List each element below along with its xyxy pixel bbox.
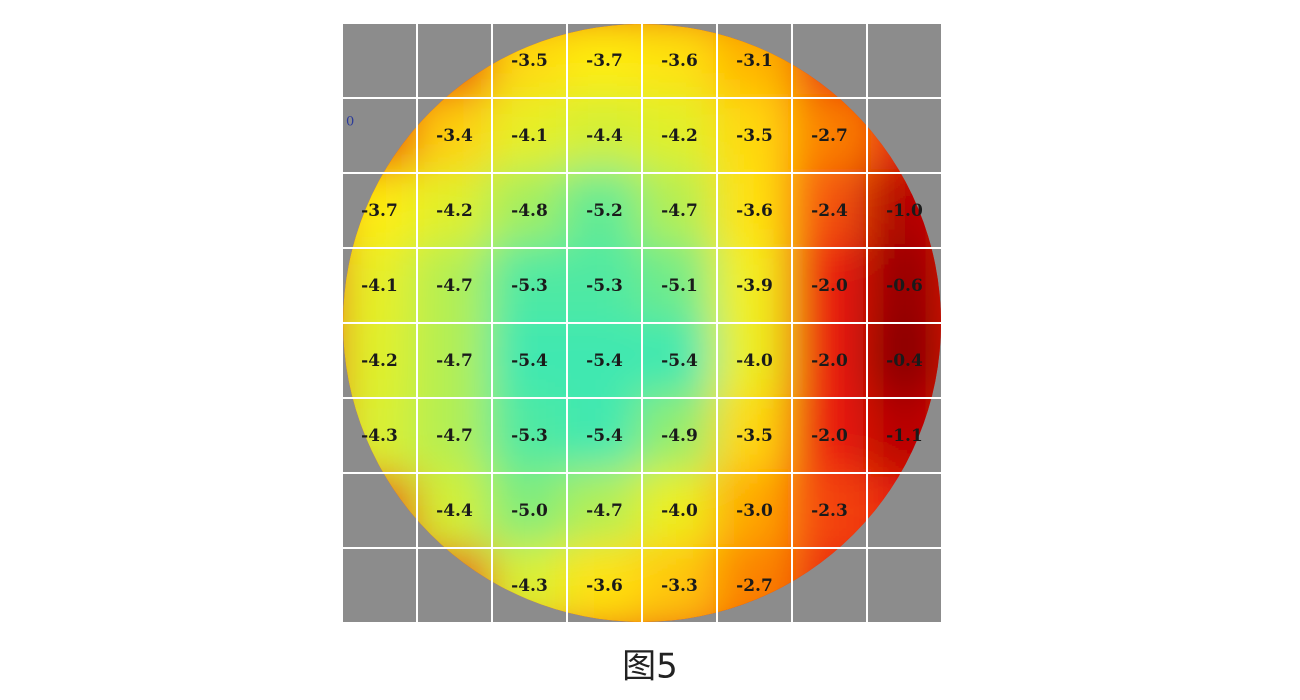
cell-label: -4.4: [586, 126, 623, 146]
cell-label: -5.1: [661, 276, 698, 296]
cell: [863, 319, 941, 402]
cell-label: -0.4: [886, 351, 923, 371]
cell: [638, 319, 721, 402]
cell-label: -3.9: [736, 276, 773, 296]
cell: [563, 24, 646, 102]
cell: [713, 244, 796, 327]
cell-label: -2.0: [811, 276, 848, 296]
cell: [488, 94, 571, 177]
cell: [488, 469, 571, 552]
cell: [413, 319, 496, 402]
cell-label: -3.7: [586, 51, 623, 71]
cell-label: -5.0: [511, 501, 548, 521]
cell-label: -1.0: [886, 201, 923, 221]
cell-label: -4.1: [361, 276, 398, 296]
cell: [413, 244, 496, 327]
cell: [488, 244, 571, 327]
cell-label: -3.5: [511, 51, 548, 71]
cell: [413, 394, 496, 477]
cell: [413, 169, 496, 252]
cell-label: -2.0: [811, 351, 848, 371]
cell-label: -4.7: [436, 351, 473, 371]
cell: [563, 94, 646, 177]
cell: [638, 169, 721, 252]
cell: [638, 94, 721, 177]
cell-label: -4.7: [661, 201, 698, 221]
cell: [488, 319, 571, 402]
label-layer: -3.5 -3.7 -3.6 -3.1 -3.4 -4.1 -4.4 -4.2 -3.5 -2.7…: [361, 51, 923, 596]
cell-label: -4.9: [661, 426, 698, 446]
cell-label: -3.5: [736, 126, 773, 146]
cell: [638, 24, 721, 102]
cell: [563, 169, 646, 252]
cell-label: -4.7: [586, 501, 623, 521]
cell: [713, 94, 796, 177]
cell-label: -2.0: [811, 426, 848, 446]
cell: [713, 169, 796, 252]
cell-label: -5.4: [661, 351, 698, 371]
cell-label: -4.1: [511, 126, 548, 146]
cell-label: -3.7: [361, 201, 398, 221]
cell-label: -5.4: [586, 426, 623, 446]
cell-label: -5.4: [586, 351, 623, 371]
cell-label: -4.2: [361, 351, 398, 371]
cell: [343, 319, 421, 402]
cell: [713, 469, 796, 552]
cell-label: -5.2: [586, 201, 623, 221]
cell-label: -1.1: [886, 426, 923, 446]
cell: [788, 244, 871, 327]
cell-label: -4.3: [511, 576, 548, 596]
cell-label: -2.3: [811, 501, 848, 521]
cell: [563, 394, 646, 477]
cell: [638, 469, 721, 552]
annotation: 0: [346, 115, 354, 130]
cell-label: -3.6: [586, 576, 623, 596]
grid-layer: [341, 22, 943, 624]
cell-label: -4.2: [436, 201, 473, 221]
cell-label: -4.4: [436, 501, 473, 521]
cell-label: -0.6: [886, 276, 923, 296]
cell-label: -2.7: [736, 576, 773, 596]
cell: [788, 319, 871, 402]
cell: [788, 394, 871, 477]
cell: [713, 394, 796, 477]
cell-label: -3.1: [736, 51, 773, 71]
cell-label: -4.7: [436, 276, 473, 296]
cell-label: -3.0: [736, 501, 773, 521]
cell-label: -5.3: [586, 276, 623, 296]
cell-label: -4.2: [661, 126, 698, 146]
cell: [563, 244, 646, 327]
cell: [488, 169, 571, 252]
cell-label: -3.3: [661, 576, 698, 596]
cell-label: -4.0: [736, 351, 773, 371]
cell: [343, 244, 421, 327]
cell: [563, 469, 646, 552]
cell: [788, 169, 871, 252]
cell-label: -5.3: [511, 276, 548, 296]
cell: [563, 319, 646, 402]
cell-label: -3.6: [661, 51, 698, 71]
chart-title: 图5: [622, 647, 678, 687]
cell: [863, 244, 941, 327]
cell-label: -4.3: [361, 426, 398, 446]
cell: [638, 244, 721, 327]
cell-label: -4.7: [436, 426, 473, 446]
cell-label: -3.4: [436, 126, 473, 146]
cell-label: -2.4: [811, 201, 848, 221]
cell-label: -2.7: [811, 126, 848, 146]
cell: [488, 394, 571, 477]
cell-label: -3.6: [736, 201, 773, 221]
cell-label: -4.0: [661, 501, 698, 521]
cell: [713, 319, 796, 402]
cell-label: -5.4: [511, 351, 548, 371]
cell: [563, 544, 646, 622]
cell-label: -3.5: [736, 426, 773, 446]
cell-label: -4.8: [511, 201, 548, 221]
cell: [638, 544, 721, 622]
cell-label: -5.3: [511, 426, 548, 446]
cell: [638, 394, 721, 477]
